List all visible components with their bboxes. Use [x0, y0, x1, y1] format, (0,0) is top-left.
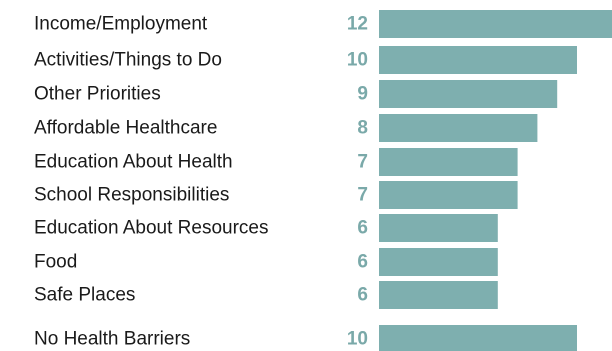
bar [379, 80, 558, 108]
category-label: Education About Health [34, 152, 233, 173]
value-label: 7 [357, 152, 368, 173]
bar [379, 214, 498, 242]
bar [379, 325, 577, 351]
value-label: 10 [347, 329, 368, 350]
bar [379, 114, 538, 142]
category-label: School Responsibilities [34, 185, 229, 206]
category-label: Affordable Healthcare [34, 118, 217, 139]
value-label: 12 [347, 14, 368, 35]
value-label: 10 [347, 50, 368, 71]
value-label: 6 [357, 252, 368, 273]
bar [379, 10, 612, 38]
bar [379, 181, 518, 209]
category-label: Other Priorities [34, 84, 161, 105]
category-label: Income/Employment [34, 14, 208, 35]
value-label: 7 [357, 185, 368, 206]
value-label: 8 [357, 118, 368, 139]
bar [379, 248, 498, 276]
category-label: Activities/Things to Do [34, 50, 222, 71]
category-label: Education About Resources [34, 218, 269, 239]
category-label: Safe Places [34, 285, 135, 306]
category-label: Food [34, 252, 77, 273]
bar [379, 148, 518, 176]
bar [379, 281, 498, 309]
value-label: 6 [357, 285, 368, 306]
value-label: 6 [357, 218, 368, 239]
bar [379, 46, 577, 74]
category-label: No Health Barriers [34, 329, 190, 350]
value-label: 9 [357, 84, 368, 105]
